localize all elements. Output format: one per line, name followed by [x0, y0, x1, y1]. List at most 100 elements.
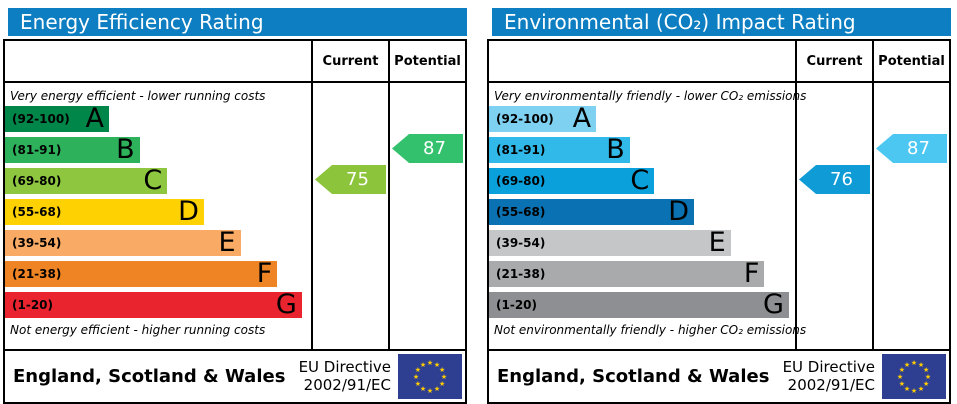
band-range-label: (39-54)	[12, 236, 62, 250]
eu-directive-label: EU Directive 2002/91/EC	[782, 358, 875, 394]
current-rating-arrow: 76	[799, 165, 870, 194]
band-row-c: (69-80) C	[5, 165, 168, 196]
band-range-label: (69-80)	[496, 174, 546, 188]
current-value-column: 76	[795, 83, 872, 349]
eu-flag-icon: ★ ★★★★★★★★★★★	[882, 354, 946, 399]
potential-rating-arrow: 87	[876, 134, 947, 163]
table-header-row: Current Potential	[489, 41, 949, 83]
eu-directive-line1: EU Directive	[782, 358, 875, 377]
svg-text:★: ★	[439, 380, 445, 388]
eu-directive-line2: 2002/91/EC	[787, 375, 875, 394]
current-rating-arrow: 75	[315, 165, 386, 194]
svg-text:★: ★	[925, 373, 931, 381]
potential-column-header: Potential	[872, 41, 949, 81]
environmental-rating-table: Current Potential Very environmentally f…	[487, 39, 951, 404]
svg-text:★: ★	[434, 361, 440, 369]
svg-text:★: ★	[413, 373, 419, 381]
band-range-label: (1-20)	[12, 298, 53, 312]
svg-text:★: ★	[420, 385, 426, 393]
band-range-label: (81-91)	[12, 143, 62, 157]
svg-text:★: ★	[911, 387, 917, 395]
band-letter: G	[275, 289, 297, 320]
band-row-a: (92-100) A	[5, 103, 110, 134]
energy-panel-title: Energy Efficiency Rating	[8, 8, 467, 36]
band-range-label: (81-91)	[496, 143, 546, 157]
region-label: England, Scotland & Wales	[497, 366, 770, 387]
svg-text:★: ★	[899, 380, 905, 388]
svg-text:★: ★	[420, 361, 426, 369]
band-row-b: (81-91) B	[489, 134, 630, 165]
svg-text:★: ★	[923, 380, 929, 388]
band-letter: A	[572, 103, 592, 134]
svg-text:★: ★	[904, 385, 910, 393]
svg-text:★: ★	[918, 361, 924, 369]
top-caption: Very environmentally friendly - lower CO…	[494, 89, 807, 103]
band-row-g: (1-20) G	[5, 289, 302, 320]
band-range-label: (92-100)	[12, 112, 70, 126]
energy-efficiency-panel: Energy Efficiency Rating Current Potenti…	[3, 8, 467, 404]
svg-text:★: ★	[439, 366, 445, 374]
energy-rating-table: Current Potential Very energy efficient …	[3, 39, 467, 404]
band-letter: G	[762, 289, 784, 320]
band-column: Very energy efficient - lower running co…	[5, 83, 311, 349]
band-range-label: (1-20)	[496, 298, 537, 312]
header-spacer	[5, 41, 311, 81]
band-letter: C	[630, 165, 650, 196]
band-letter: E	[708, 227, 726, 258]
band-letter: D	[668, 196, 690, 227]
potential-value-column: 87	[872, 83, 949, 349]
band-letter: D	[178, 196, 199, 227]
band-row-g: (1-20) G	[489, 289, 789, 320]
band-range-label: (21-38)	[12, 267, 62, 281]
bottom-caption: Not energy efficient - higher running co…	[10, 323, 266, 337]
svg-text:★: ★	[918, 385, 924, 393]
band-letter: F	[256, 258, 273, 289]
band-letter: A	[85, 103, 105, 134]
svg-text:★: ★	[899, 366, 905, 374]
band-row-d: (55-68) D	[5, 196, 204, 227]
potential-rating-arrow: 87	[392, 134, 463, 163]
eu-directive-line1: EU Directive	[298, 358, 391, 377]
potential-column-header: Potential	[388, 41, 465, 81]
current-column-header: Current	[311, 41, 388, 81]
svg-text:★: ★	[923, 366, 929, 374]
band-letter: B	[606, 134, 625, 165]
band-range-label: (39-54)	[496, 236, 546, 250]
environmental-impact-panel: Environmental (CO₂) Impact Rating Curren…	[487, 8, 951, 404]
table-footer: England, Scotland & Wales EU Directive 2…	[5, 349, 465, 402]
top-caption: Very energy efficient - lower running co…	[10, 89, 266, 103]
svg-text:★: ★	[427, 387, 433, 395]
svg-text:★: ★	[415, 380, 421, 388]
table-header-row: Current Potential	[5, 41, 465, 83]
svg-text:★: ★	[911, 359, 917, 367]
svg-text:★: ★	[441, 373, 447, 381]
eu-directive-line2: 2002/91/EC	[303, 375, 391, 394]
svg-text:★: ★	[427, 359, 433, 367]
band-range-label: (55-68)	[12, 205, 62, 219]
band-row-a: (92-100) A	[489, 103, 597, 134]
environmental-panel-title: Environmental (CO₂) Impact Rating	[492, 8, 951, 36]
svg-text:★: ★	[897, 373, 903, 381]
bottom-caption: Not environmentally friendly - higher CO…	[494, 323, 807, 337]
eu-directive-label: EU Directive 2002/91/EC	[298, 358, 391, 394]
band-row-c: (69-80) C	[489, 165, 655, 196]
band-row-f: (21-38) F	[5, 258, 278, 289]
current-column-header: Current	[795, 41, 872, 81]
band-column: Very environmentally friendly - lower CO…	[489, 83, 807, 349]
band-row-b: (81-91) B	[5, 134, 140, 165]
band-range-label: (92-100)	[496, 112, 554, 126]
band-row-f: (21-38) F	[489, 258, 765, 289]
potential-value-column: 87	[388, 83, 465, 349]
band-row-e: (39-54) E	[5, 229, 241, 256]
band-letter: F	[743, 258, 760, 289]
band-range-label: (55-68)	[496, 205, 546, 219]
band-chart-area: Very environmentally friendly - lower CO…	[489, 83, 949, 349]
svg-text:★: ★	[415, 366, 421, 374]
band-range-label: (21-38)	[496, 267, 546, 281]
svg-text:★: ★	[904, 361, 910, 369]
current-value-column: 75	[311, 83, 388, 349]
band-letter: C	[143, 165, 163, 196]
band-row-d: (55-68) D	[489, 196, 695, 227]
band-letter: B	[116, 134, 135, 165]
